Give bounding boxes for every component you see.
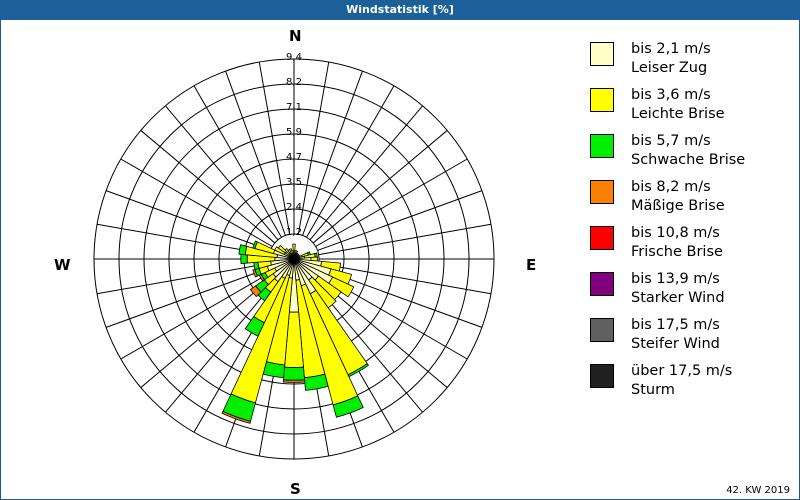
legend-swatch [590, 88, 614, 112]
compass-south: S [290, 480, 301, 498]
svg-text:7,1: 7,1 [286, 102, 302, 113]
svg-text:2,4: 2,4 [286, 202, 302, 213]
svg-text:1,2: 1,2 [286, 227, 302, 238]
legend-swatch [590, 134, 614, 158]
legend-swatch [590, 318, 614, 342]
legend-swatch [590, 272, 614, 296]
legend-swatch [590, 226, 614, 250]
compass-north: N [289, 27, 302, 45]
svg-text:3,5: 3,5 [286, 177, 302, 188]
svg-text:4,7: 4,7 [286, 152, 302, 163]
svg-text:9,4: 9,4 [286, 52, 302, 63]
chart-title: Windstatistik [%] [0, 0, 800, 20]
legend-swatch [590, 42, 614, 66]
compass-west: W [54, 256, 71, 274]
svg-text:5,9: 5,9 [286, 127, 302, 138]
svg-text:8,2: 8,2 [286, 77, 302, 88]
legend-swatch [590, 180, 614, 204]
legend-swatch [590, 364, 614, 388]
week-label: 42. KW 2019 [726, 485, 790, 496]
compass-east: E [526, 256, 537, 274]
